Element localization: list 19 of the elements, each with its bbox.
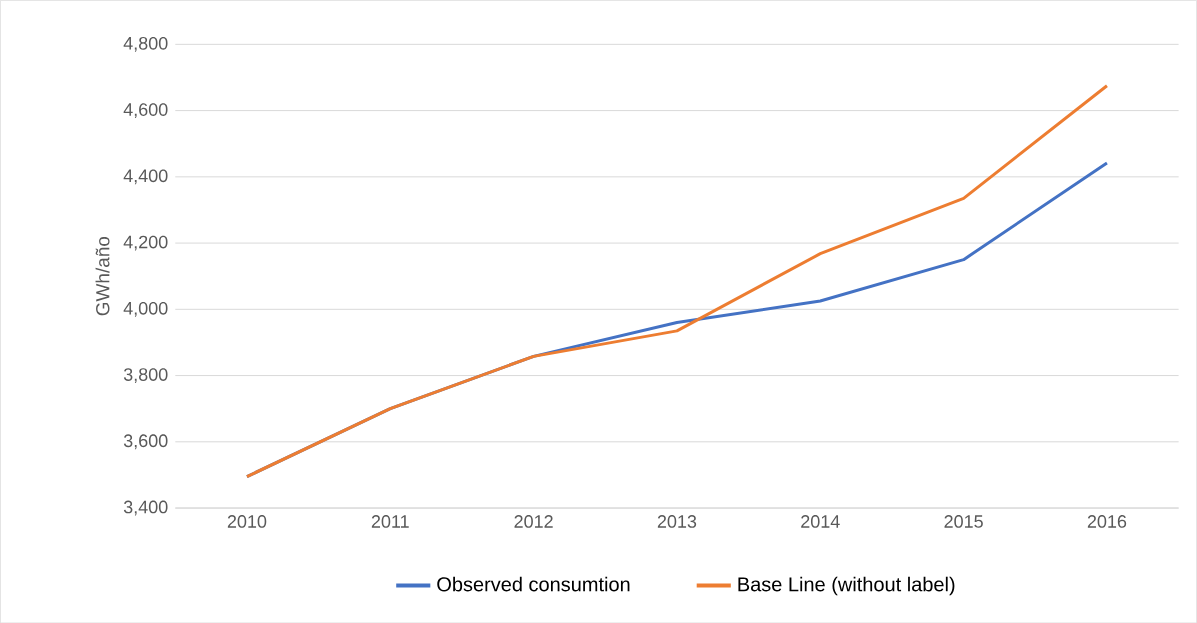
y-tick-label: 4,800 [123,36,168,52]
y-tick-label: 4,600 [123,102,168,118]
legend-label: Base Line (without label) [738,576,955,596]
y-tick-label: 4,200 [123,235,168,251]
x-tick-label: 2012 [514,514,553,528]
y-tick-label: 3,800 [123,367,168,383]
y-tick-label: 3,400 [123,500,168,516]
y-tick-label: 4,000 [123,301,168,317]
x-tick-label: 2015 [944,514,983,528]
y-axis-title: GWh/año [95,236,110,316]
line-series [245,84,1109,478]
x-tick-label: 2014 [801,514,840,528]
x-tick-label: 2016 [1087,514,1127,528]
y-tick-label: 3,600 [123,434,168,450]
x-tick-label: 2013 [657,514,697,528]
y-tick-label: 4,400 [123,169,168,185]
x-tick-label: 2010 [227,514,267,528]
x-tick-label: 2011 [371,514,409,528]
legend-label: Observed consumtion [437,576,630,592]
